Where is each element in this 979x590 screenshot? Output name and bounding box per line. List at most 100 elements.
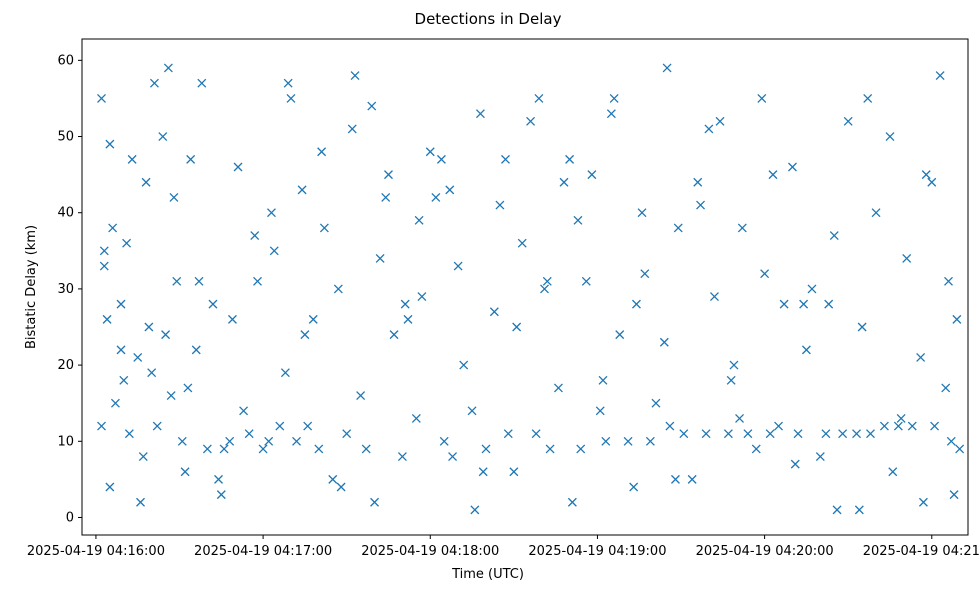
data-point-marker xyxy=(930,421,940,431)
data-point-marker xyxy=(183,383,193,393)
data-point-marker xyxy=(623,436,633,446)
data-point-marker xyxy=(250,231,260,241)
data-point-marker xyxy=(944,276,953,286)
data-point-marker xyxy=(927,177,937,187)
data-point-marker xyxy=(152,421,162,431)
data-point-marker xyxy=(595,406,605,416)
data-point-marker xyxy=(768,170,778,180)
data-point-marker xyxy=(453,261,463,271)
data-point-marker xyxy=(598,375,608,385)
data-point-marker xyxy=(119,375,129,385)
data-point-marker xyxy=(774,421,784,431)
data-point-marker xyxy=(807,284,817,294)
data-point-marker xyxy=(601,436,611,446)
data-point-marker xyxy=(687,474,697,484)
data-point-marker xyxy=(565,154,575,164)
data-point-marker xyxy=(946,436,956,446)
data-point-marker xyxy=(158,132,168,141)
data-point-marker xyxy=(838,429,848,439)
x-axis-label: Time (UTC) xyxy=(451,567,524,582)
data-point-marker xyxy=(116,299,126,309)
data-point-marker xyxy=(317,147,327,157)
y-tick-label: 50 xyxy=(57,130,74,145)
data-point-marker xyxy=(459,360,469,370)
data-point-marker xyxy=(696,200,705,210)
x-tick-label: 2025-04-19 04:20:00 xyxy=(696,544,834,559)
data-point-marker xyxy=(470,505,480,515)
data-point-marker xyxy=(567,497,577,507)
data-point-marker xyxy=(253,276,262,286)
data-point-marker xyxy=(225,436,235,446)
data-point-marker xyxy=(258,444,268,454)
data-point-marker xyxy=(269,246,279,256)
data-point-marker xyxy=(693,177,703,187)
data-point-marker xyxy=(501,154,510,164)
data-point-marker xyxy=(347,124,357,134)
data-point-marker xyxy=(790,459,800,469)
x-tick-label: 2025-04-19 04:17:00 xyxy=(194,544,332,559)
data-point-marker xyxy=(172,276,182,286)
data-point-marker xyxy=(799,299,809,309)
data-point-marker xyxy=(495,200,505,210)
data-point-marker xyxy=(133,353,143,362)
data-point-marker xyxy=(403,314,413,324)
data-point-marker xyxy=(606,109,616,119)
data-point-marker xyxy=(266,208,276,218)
data-point-marker xyxy=(99,261,109,271)
data-point-marker xyxy=(186,154,196,164)
data-point-marker xyxy=(264,436,274,446)
data-point-marker xyxy=(219,444,229,454)
data-point-marker xyxy=(832,505,842,515)
data-point-marker xyxy=(670,474,680,484)
data-point-marker xyxy=(640,269,650,279)
data-point-marker xyxy=(815,452,825,461)
data-point-marker xyxy=(918,497,928,507)
data-point-marker xyxy=(97,421,106,431)
data-point-marker xyxy=(414,215,424,225)
data-point-marker xyxy=(169,193,179,202)
x-tick-label: 2025-04-19 04:16:00 xyxy=(27,544,165,559)
data-point-marker xyxy=(425,147,435,157)
data-point-marker xyxy=(949,490,959,500)
data-point-marker xyxy=(342,429,352,439)
data-point-marker xyxy=(108,223,118,233)
data-point-marker xyxy=(509,467,519,477)
data-point-marker xyxy=(534,93,544,103)
data-point-marker xyxy=(280,368,290,378)
data-point-marker xyxy=(208,299,218,309)
data-point-marker xyxy=(896,413,906,423)
data-point-marker xyxy=(102,314,112,324)
data-point-marker xyxy=(955,444,965,454)
data-point-marker xyxy=(105,139,115,149)
data-point-marker xyxy=(779,299,789,309)
data-point-marker xyxy=(361,444,371,454)
data-point-marker xyxy=(615,330,625,340)
data-point-marker xyxy=(952,314,962,324)
data-point-marker xyxy=(202,444,212,454)
data-point-marker xyxy=(916,353,926,362)
data-point-marker xyxy=(191,345,201,355)
data-point-marker xyxy=(871,208,881,218)
data-point-marker xyxy=(757,93,767,103)
data-point-marker xyxy=(308,314,318,324)
data-point-marker xyxy=(233,162,243,172)
data-point-marker xyxy=(609,93,619,103)
data-point-marker xyxy=(244,429,254,439)
data-point-marker xyxy=(475,109,485,119)
data-point-marker xyxy=(863,93,873,103)
data-point-marker xyxy=(765,429,775,439)
x-tick-label: 2025-04-19 04:21:00 xyxy=(863,544,979,559)
data-point-marker xyxy=(141,177,151,187)
data-point-marker xyxy=(300,330,310,340)
data-point-marker xyxy=(99,246,109,256)
y-tick-label: 20 xyxy=(57,358,74,373)
data-point-marker xyxy=(879,421,889,431)
data-point-marker xyxy=(866,429,875,439)
data-point-marker xyxy=(801,345,811,355)
y-tick-label: 0 xyxy=(66,510,74,525)
data-point-marker xyxy=(512,322,522,332)
data-point-marker xyxy=(381,193,391,202)
data-point-marker xyxy=(726,375,736,385)
data-point-marker xyxy=(665,421,675,431)
x-axis: 2025-04-19 04:16:00 2025-04-19 04:17:00 20… xyxy=(27,535,979,559)
